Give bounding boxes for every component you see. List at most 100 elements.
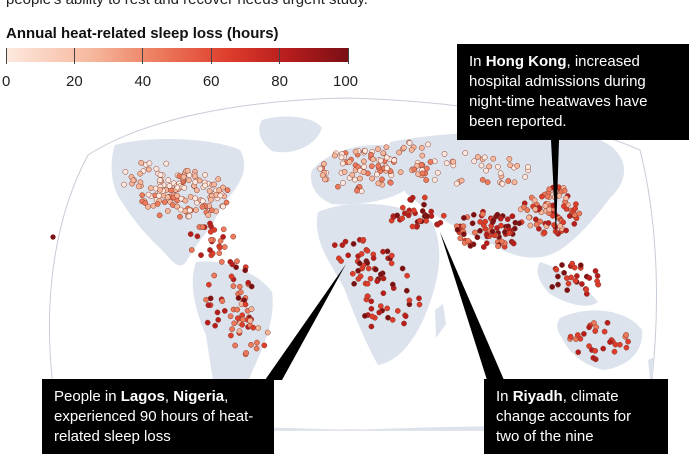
city-dot (533, 221, 540, 228)
city-dot (563, 227, 569, 234)
city-dot (397, 169, 404, 176)
city-dot (335, 183, 341, 190)
city-dot (607, 339, 613, 345)
city-dot (376, 309, 383, 316)
city-dot (364, 280, 371, 287)
city-dot (214, 309, 221, 316)
city-dot (557, 223, 563, 229)
city-dot (564, 287, 571, 293)
city-dot (541, 230, 548, 236)
city-dot (405, 212, 412, 219)
city-dot (532, 216, 539, 223)
legend-tick-label: 0 (2, 73, 11, 90)
city-dot (399, 204, 406, 211)
city-dot (477, 227, 483, 234)
city-dot (404, 272, 410, 279)
city-dot (490, 155, 497, 162)
city-dot (586, 324, 592, 331)
city-dot (625, 338, 631, 345)
city-dot (236, 328, 243, 335)
city-dot (248, 283, 255, 290)
city-dot (574, 332, 581, 338)
city-dot (571, 221, 578, 227)
city-dot (242, 267, 249, 274)
city-dot (484, 179, 491, 186)
city-dot (227, 313, 234, 320)
callout-lagos: People in Lagos, Nigeria, experienced 90… (42, 379, 274, 454)
city-dot (611, 348, 618, 355)
city-dot (232, 342, 238, 349)
city-dot (220, 184, 226, 191)
city-dot (139, 192, 146, 199)
city-dot (368, 298, 375, 305)
city-dot (403, 287, 410, 294)
city-dot (372, 266, 379, 273)
place-nigeria: Nigeria (173, 388, 225, 405)
city-dot (483, 240, 490, 247)
city-dot (255, 325, 262, 331)
city-dot (592, 328, 599, 334)
city-dot (388, 252, 395, 259)
city-dot (202, 182, 209, 189)
city-dot (586, 343, 592, 349)
city-dot (531, 197, 538, 204)
city-dot (215, 176, 222, 182)
city-dot (205, 212, 212, 219)
city-dot (375, 162, 382, 169)
city-dot (440, 212, 447, 219)
city-dot (526, 214, 532, 221)
city-dot (228, 273, 235, 280)
city-dot (365, 265, 372, 272)
city-dot (193, 207, 199, 213)
city-dot (224, 187, 231, 194)
city-dot (477, 219, 483, 225)
city-dot (576, 210, 583, 217)
city-dot (360, 169, 367, 176)
city-dot (612, 341, 619, 348)
legend-tick (210, 48, 212, 64)
city-dot (351, 280, 357, 287)
city-dot (475, 154, 481, 160)
city-dot (342, 238, 349, 245)
city-dot (242, 301, 249, 308)
city-dot (419, 170, 426, 177)
city-dot (145, 166, 152, 173)
city-dot (364, 260, 371, 266)
city-dot (592, 268, 599, 274)
city-dot (216, 187, 222, 194)
city-dot (600, 345, 607, 352)
city-dot (380, 290, 387, 297)
city-dot (489, 228, 496, 235)
city-dot (380, 275, 387, 282)
city-dot (377, 271, 384, 278)
city-dot (389, 281, 396, 288)
city-dot (321, 160, 327, 167)
city-dot (482, 218, 489, 225)
place-lagos: Lagos (120, 388, 165, 405)
callout-pointers (265, 140, 559, 380)
city-dot (216, 244, 223, 251)
city-dot (154, 201, 161, 207)
city-dot (380, 150, 387, 156)
city-dot (406, 297, 413, 304)
city-dot (399, 265, 406, 272)
city-dot (408, 147, 415, 153)
city-dot (604, 319, 611, 326)
legend-tick-label: 20 (66, 73, 83, 90)
city-dot (565, 280, 572, 287)
city-dot (349, 171, 356, 178)
city-dot (592, 348, 599, 354)
city-dot (234, 258, 240, 265)
city-dot (364, 293, 371, 300)
city-dot (130, 177, 137, 184)
intro-text: people's ability to rest and recover nee… (6, 0, 368, 8)
city-dot (385, 314, 391, 321)
city-dot (229, 326, 235, 332)
legend-tick-label: 40 (134, 73, 152, 90)
city-dot (416, 301, 423, 308)
city-dot (581, 331, 587, 337)
city-dot (164, 208, 171, 214)
city-dot (215, 317, 222, 323)
city-dot (147, 185, 154, 192)
city-dot (499, 180, 506, 187)
